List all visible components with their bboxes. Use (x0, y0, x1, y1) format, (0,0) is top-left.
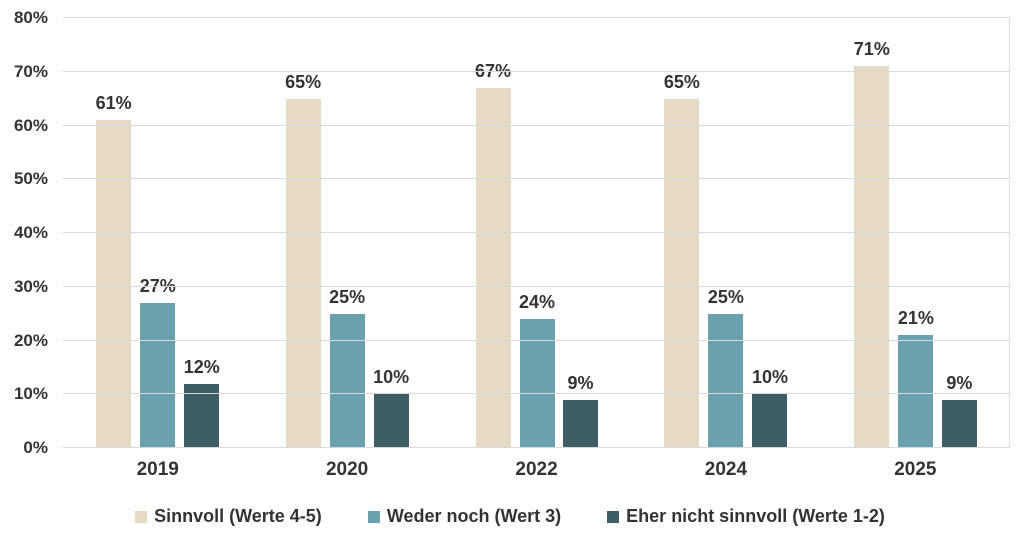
y-tick-label-70: 70% (13, 61, 48, 81)
y-tick-label-40: 40% (13, 223, 48, 242)
y-tick-label-50: 50% (13, 169, 48, 189)
legend-swatch-icon-sinnvoll-werte-4-5 (135, 510, 148, 523)
y-tick-label-0: 0% (23, 438, 48, 457)
y-tick-label-20: 20% (13, 330, 48, 350)
bar-column-2020-weder-noch-wert-3: 25% (329, 18, 365, 448)
bar-column-2019-sinnvoll-werte-4-5: 61% (96, 18, 132, 448)
y-tick-label-30: 30% (13, 276, 48, 296)
bar-2025-eher-nicht-sinnvoll-werte-1-2 (941, 399, 977, 448)
bar-2025-weder-noch-wert-3 (898, 335, 934, 448)
bar-column-2024-eher-nicht-sinnvoll-werte-1-2: 10% (752, 18, 788, 448)
gridline-30 (63, 285, 1010, 287)
y-tick-label-10: 10% (13, 384, 48, 404)
bar-2019-sinnvoll-werte-4-5 (96, 120, 132, 448)
bar-column-2019-weder-noch-wert-3: 27% (140, 18, 176, 448)
value-label-2022-eher-nicht-sinnvoll-werte-1-2: 9% (567, 372, 594, 393)
bar-column-2022-weder-noch-wert-3: 24% (519, 18, 555, 448)
x-tick-label-2020: 2020 (325, 459, 369, 480)
legend: Sinnvoll (Werte 4-5) Weder noch (Wert 3) E… (0, 506, 1020, 527)
gridline-40 (63, 232, 1010, 233)
bar-2022-sinnvoll-werte-4-5 (475, 87, 511, 448)
gridline-60 (63, 124, 1010, 126)
value-label-2020-sinnvoll-werte-4-5: 65% (285, 71, 322, 92)
bar-2024-weder-noch-wert-3 (708, 313, 744, 448)
bar-column-2022-eher-nicht-sinnvoll-werte-1-2: 9% (563, 18, 599, 448)
bar-2020-eher-nicht-sinnvoll-werte-1-2 (373, 394, 409, 448)
x-tick-label-2019: 2019 (136, 459, 179, 480)
legend-item-sinnvoll-werte-4-5: Sinnvoll (Werte 4-5) (135, 506, 322, 527)
legend-swatch-icon-eher-nicht-sinnvoll-werte-1-2 (607, 510, 620, 523)
bar-column-2025-weder-noch-wert-3: 21% (898, 18, 934, 448)
value-label-2019-eher-nicht-sinnvoll-werte-1-2: 12% (183, 356, 220, 377)
value-label-2019-sinnvoll-werte-4-5: 61% (95, 93, 132, 114)
bar-column-2019-eher-nicht-sinnvoll-werte-1-2: 12% (184, 18, 220, 448)
gridline-10 (63, 393, 1010, 395)
value-label-2025-sinnvoll-werte-4-5: 71% (853, 39, 890, 60)
category-group-2022: 67% 24% 9% (442, 18, 631, 448)
gridline-70 (63, 70, 1010, 72)
value-label-2025-weder-noch-wert-3: 21% (897, 308, 934, 329)
value-label-2025-eher-nicht-sinnvoll-werte-1-2: 9% (946, 372, 973, 393)
bar-column-2022-sinnvoll-werte-4-5: 67% (475, 18, 511, 448)
legend-item-eher-nicht-sinnvoll-werte-1-2: Eher nicht sinnvoll (Werte 1-2) (607, 506, 885, 527)
category-group-2025: 71% 21% 9% (821, 18, 1010, 448)
category-group-2020: 65% 25% 10% (252, 18, 441, 448)
legend-label-sinnvoll-werte-4-5: Sinnvoll (Werte 4-5) (154, 506, 322, 526)
legend-label-weder-noch-wert-3: Weder noch (Wert 3) (386, 506, 562, 526)
legend-swatch-icon-weder-noch-wert-3 (367, 510, 380, 523)
gridline-80 (63, 17, 1010, 18)
value-label-2024-eher-nicht-sinnvoll-werte-1-2: 10% (751, 367, 788, 388)
value-label-2020-eher-nicht-sinnvoll-werte-1-2: 10% (373, 367, 410, 388)
x-tick-label-2024: 2024 (704, 459, 748, 480)
bar-column-2020-sinnvoll-werte-4-5: 65% (285, 18, 321, 448)
gridline-0 (63, 447, 1010, 448)
bar-2022-weder-noch-wert-3 (519, 319, 555, 448)
x-axis: 2019 2020 2022 2024 2025 (63, 459, 1010, 481)
bars-container: 61% 27% 12% 65% 25% 10% 67% 24% 9% 65% 25% 10% 71% 21… (63, 18, 1010, 448)
x-tick-label-2022: 2022 (515, 459, 558, 480)
bar-2025-sinnvoll-werte-4-5 (854, 66, 890, 448)
plot-area: 61% 27% 12% 65% 25% 10% 67% 24% 9% 65% 25% 10% 71% 21… (63, 17, 1010, 448)
category-group-2024: 65% 25% 10% (631, 18, 820, 448)
bar-2020-weder-noch-wert-3 (329, 313, 365, 448)
bar-column-2024-sinnvoll-werte-4-5: 65% (664, 18, 700, 448)
value-label-2022-weder-noch-wert-3: 24% (519, 292, 556, 312)
gridline-20 (63, 339, 1010, 341)
legend-label-eher-nicht-sinnvoll-werte-1-2: Eher nicht sinnvoll (Werte 1-2) (626, 506, 885, 526)
category-group-2019: 61% 27% 12% (63, 18, 252, 448)
gridline-50 (63, 178, 1010, 180)
y-tick-label-60: 60% (13, 115, 48, 135)
value-label-2024-weder-noch-wert-3: 25% (707, 286, 744, 307)
legend-item-weder-noch-wert-3: Weder noch (Wert 3) (367, 506, 562, 527)
bar-column-2025-eher-nicht-sinnvoll-werte-1-2: 9% (941, 18, 977, 448)
bar-2019-weder-noch-wert-3 (140, 302, 176, 448)
y-tick-label-80: 80% (13, 8, 48, 27)
bar-2019-eher-nicht-sinnvoll-werte-1-2 (184, 383, 220, 448)
plot-right-border (1009, 18, 1010, 448)
bar-column-2025-sinnvoll-werte-4-5: 71% (854, 18, 890, 448)
bar-2024-sinnvoll-werte-4-5 (664, 98, 700, 448)
bar-2022-eher-nicht-sinnvoll-werte-1-2 (563, 399, 599, 448)
bar-2020-sinnvoll-werte-4-5 (285, 98, 321, 448)
value-label-2024-sinnvoll-werte-4-5: 65% (663, 71, 700, 92)
bar-2024-eher-nicht-sinnvoll-werte-1-2 (752, 394, 788, 448)
value-label-2020-weder-noch-wert-3: 25% (329, 286, 366, 307)
bar-column-2020-eher-nicht-sinnvoll-werte-1-2: 10% (373, 18, 409, 448)
bar-column-2024-weder-noch-wert-3: 25% (708, 18, 744, 448)
x-tick-label-2025: 2025 (894, 459, 937, 480)
